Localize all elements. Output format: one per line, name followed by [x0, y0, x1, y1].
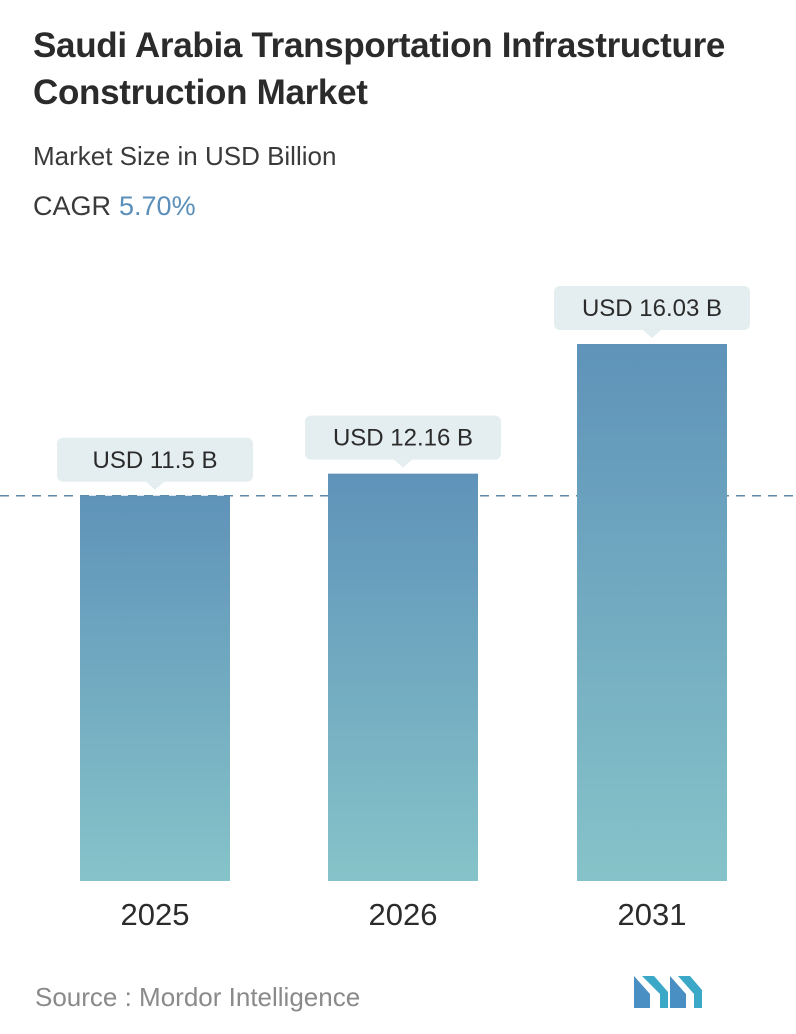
- data-label-2025: USD 11.5 B: [93, 447, 218, 474]
- data-label-box-2025: [57, 437, 253, 482]
- chart-title: Saudi Arabia Transportation Infrastructu…: [33, 26, 726, 112]
- cagr-line: CAGR 5.70%: [33, 191, 196, 222]
- data-label-2031: USD 16.03 B: [582, 295, 722, 322]
- cagr-value: 5.70%: [119, 191, 196, 221]
- data-label-pointer-2025: [146, 481, 164, 490]
- x-tick-label-2025: 2025: [121, 897, 190, 932]
- mordor-intelligence-logo: [634, 976, 702, 1008]
- x-tick-label-2026: 2026: [369, 897, 438, 932]
- data-label-pointer-2026: [394, 459, 412, 468]
- cagr-label: CAGR: [33, 191, 112, 221]
- bar-2026: [328, 473, 478, 881]
- data-label-pointer-2031: [643, 330, 661, 338]
- bar-2025: [80, 495, 230, 881]
- data-label-2026: USD 12.16 B: [333, 425, 473, 452]
- bar-2031: [577, 344, 727, 881]
- chart-subtitle: Market Size in USD Billion: [33, 141, 337, 171]
- data-label-box-2026: [305, 415, 501, 460]
- bar-chart: USD 11.5 B 2025 USD 12.16 B 2026 USD 16.03 B…: [0, 286, 796, 932]
- data-label-box-2031: [554, 286, 750, 330]
- source-note: Source : Mordor Intelligence: [35, 982, 361, 1012]
- x-tick-label-2031: 2031: [618, 897, 687, 932]
